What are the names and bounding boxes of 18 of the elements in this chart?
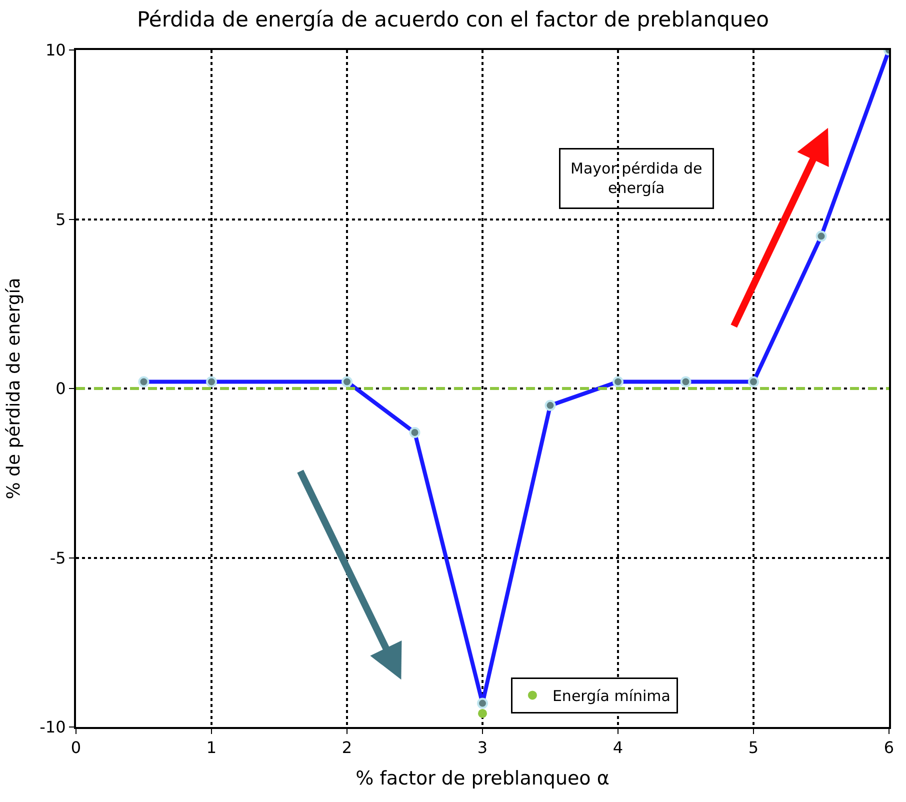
legend-label: Energía mínima [552,687,670,706]
x-tick-label: 0 [70,738,82,758]
point [478,708,487,718]
y-tick-label: 5 [56,210,66,229]
x-tick-label: 6 [884,738,894,758]
y-tick-label: -5 [50,548,66,568]
x-tick-label: 5 [748,738,759,758]
x-axis-title: % factor de preblanqueo α [356,768,610,790]
y-tick-label: 10 [45,40,66,60]
x-tick-label: 1 [206,738,217,758]
chart-title: Pérdida de energía de acuerdo con el factor de preblanqueo [137,8,769,32]
x-tick-label: 2 [342,738,352,758]
x-tick-label: 4 [612,738,624,758]
y-axis-title: % de pérdida de energía [3,278,24,500]
y-tick-label: 0 [56,379,66,398]
x-tick-label: 3 [477,738,488,758]
annotation: Mayor pérdida de energía [570,160,702,197]
y-tick-label: -10 [40,718,66,737]
